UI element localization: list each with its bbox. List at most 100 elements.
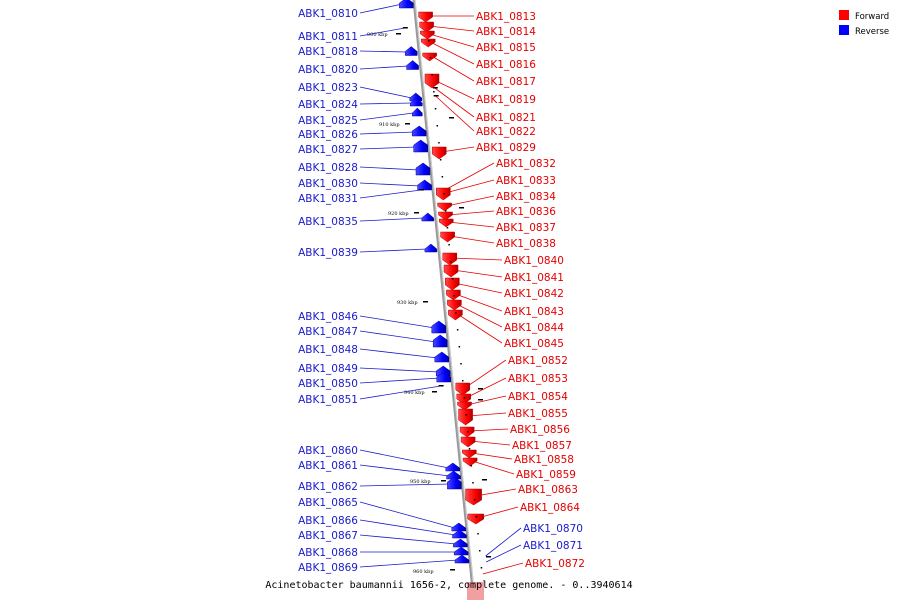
forward-gene-label[interactable]: ABK1_0859 <box>516 469 576 481</box>
forward-gene-label[interactable]: ABK1_0813 <box>476 11 536 23</box>
reverse-gene-label[interactable]: ABK1_0831 <box>298 193 358 205</box>
forward-gene-label[interactable]: ABK1_0836 <box>496 206 556 218</box>
forward-gene-label[interactable]: ABK1_0858 <box>514 454 574 466</box>
reverse-gene-label[interactable]: ABK1_0849 <box>298 363 358 375</box>
forward-gene-arrow[interactable] <box>440 231 455 243</box>
forward-gene-arrow[interactable] <box>446 289 461 301</box>
reverse-gene-arrow[interactable] <box>453 538 468 548</box>
forward-gene-label[interactable]: ABK1_0853 <box>508 373 568 385</box>
reverse-gene-label[interactable]: ABK1_0825 <box>298 115 358 127</box>
reverse-gene-arrow[interactable] <box>415 162 431 176</box>
forward-gene-label[interactable]: ABK1_0821 <box>476 112 536 124</box>
forward-gene-label[interactable]: ABK1_0863 <box>518 484 578 496</box>
reverse-gene-arrow[interactable] <box>410 97 423 107</box>
reverse-gene-label[interactable]: ABK1_0868 <box>298 547 358 559</box>
forward-gene-arrow[interactable] <box>419 21 434 33</box>
forward-gene-label[interactable]: ABK1_0816 <box>476 59 536 71</box>
reverse-gene-arrow[interactable] <box>411 125 427 137</box>
reverse-gene-arrow[interactable] <box>406 60 419 70</box>
forward-gene-arrow[interactable] <box>438 218 454 228</box>
reverse-gene-label[interactable]: ABK1_0865 <box>298 497 358 509</box>
forward-gene-arrow[interactable] <box>447 299 462 311</box>
forward-gene-arrow[interactable] <box>445 277 460 291</box>
forward-gene-label[interactable]: ABK1_0819 <box>476 94 536 106</box>
reverse-gene-arrow[interactable] <box>434 351 450 363</box>
reverse-gene-arrow[interactable] <box>454 554 470 564</box>
reverse-gene-arrow[interactable] <box>421 212 435 222</box>
reverse-gene-label[interactable]: ABK1_0811 <box>298 31 358 43</box>
forward-gene-arrow[interactable] <box>448 309 463 321</box>
forward-gene-arrow[interactable] <box>460 436 476 448</box>
reverse-gene-arrow[interactable] <box>399 0 414 9</box>
reverse-gene-arrow[interactable] <box>431 320 447 334</box>
forward-gene-label[interactable]: ABK1_0843 <box>504 306 564 318</box>
reverse-gene-label[interactable]: ABK1_0867 <box>298 530 358 542</box>
forward-gene-label[interactable]: ABK1_0854 <box>508 391 568 403</box>
forward-gene-label[interactable]: ABK1_0817 <box>476 76 536 88</box>
reverse-gene-label[interactable]: ABK1_0826 <box>298 129 358 141</box>
forward-gene-label[interactable]: ABK1_0872 <box>525 558 585 570</box>
reverse-gene-label[interactable]: ABK1_0861 <box>298 460 358 472</box>
reverse-gene-label[interactable]: ABK1_0820 <box>298 64 358 76</box>
reverse-gene-label[interactable]: ABK1_0870 <box>523 523 583 535</box>
forward-gene-label[interactable]: ABK1_0822 <box>476 126 536 138</box>
reverse-gene-label[interactable]: ABK1_0830 <box>298 178 358 190</box>
forward-gene-arrow[interactable] <box>422 52 437 62</box>
reverse-gene-label[interactable]: ABK1_0866 <box>298 515 358 527</box>
reverse-gene-label[interactable]: ABK1_0839 <box>298 247 358 259</box>
reverse-gene-arrow[interactable] <box>451 522 467 532</box>
reverse-gene-label[interactable]: ABK1_0828 <box>298 162 358 174</box>
reverse-gene-arrow[interactable] <box>446 470 461 480</box>
reverse-gene-label[interactable]: ABK1_0835 <box>298 216 358 228</box>
reverse-gene-label[interactable]: ABK1_0847 <box>298 326 358 338</box>
forward-gene-arrow[interactable] <box>438 211 453 221</box>
forward-gene-label[interactable]: ABK1_0815 <box>476 42 536 54</box>
reverse-gene-label[interactable]: ABK1_0827 <box>298 144 358 156</box>
reverse-gene-label[interactable]: ABK1_0871 <box>523 540 583 552</box>
reverse-gene-label[interactable]: ABK1_0848 <box>298 344 358 356</box>
forward-gene-arrow[interactable] <box>442 252 458 266</box>
reverse-gene-arrow[interactable] <box>404 46 418 56</box>
reverse-gene-label[interactable]: ABK1_0824 <box>298 99 358 111</box>
forward-gene-label[interactable]: ABK1_0842 <box>504 288 564 300</box>
reverse-gene-arrow[interactable] <box>447 476 462 490</box>
reverse-gene-arrow[interactable] <box>417 179 432 191</box>
forward-gene-arrow[interactable] <box>458 408 473 426</box>
reverse-gene-label[interactable]: ABK1_0860 <box>298 445 358 457</box>
forward-gene-label[interactable]: ABK1_0857 <box>512 440 572 452</box>
forward-gene-arrow[interactable] <box>465 488 482 506</box>
reverse-gene-label[interactable]: ABK1_0818 <box>298 46 358 58</box>
forward-gene-label[interactable]: ABK1_0845 <box>504 338 564 350</box>
reverse-gene-arrow[interactable] <box>424 243 438 253</box>
forward-gene-arrow[interactable] <box>437 202 452 212</box>
reverse-gene-arrow[interactable] <box>436 371 452 383</box>
forward-gene-label[interactable]: ABK1_0837 <box>496 222 556 234</box>
forward-gene-label[interactable]: ABK1_0840 <box>504 255 564 267</box>
forward-gene-arrow[interactable] <box>431 146 447 160</box>
forward-gene-arrow[interactable] <box>462 449 477 459</box>
forward-gene-label[interactable]: ABK1_0844 <box>504 322 564 334</box>
forward-gene-label[interactable]: ABK1_0841 <box>504 272 564 284</box>
forward-gene-arrow[interactable] <box>462 457 478 467</box>
forward-gene-label[interactable]: ABK1_0856 <box>510 424 570 436</box>
reverse-gene-label[interactable]: ABK1_0869 <box>298 562 358 574</box>
forward-gene-arrow[interactable] <box>420 30 435 40</box>
forward-gene-arrow[interactable] <box>443 264 459 278</box>
forward-gene-arrow[interactable] <box>424 73 440 89</box>
forward-gene-label[interactable]: ABK1_0855 <box>508 408 568 420</box>
forward-gene-label[interactable]: ABK1_0832 <box>496 158 556 170</box>
reverse-gene-arrow[interactable] <box>412 107 423 117</box>
forward-gene-label[interactable]: ABK1_0829 <box>476 142 536 154</box>
forward-gene-label[interactable]: ABK1_0834 <box>496 191 556 203</box>
forward-gene-arrow[interactable] <box>467 513 485 525</box>
forward-gene-label[interactable]: ABK1_0864 <box>520 502 580 514</box>
reverse-gene-label[interactable]: ABK1_0850 <box>298 378 358 390</box>
forward-gene-arrow[interactable] <box>418 11 433 23</box>
forward-gene-label[interactable]: ABK1_0833 <box>496 175 556 187</box>
reverse-gene-arrow[interactable] <box>413 139 428 153</box>
forward-gene-arrow[interactable] <box>456 393 472 405</box>
reverse-gene-label[interactable]: ABK1_0810 <box>298 8 358 20</box>
reverse-gene-arrow[interactable] <box>432 334 448 348</box>
forward-gene-arrow[interactable] <box>457 401 472 411</box>
reverse-gene-label[interactable]: ABK1_0846 <box>298 311 358 323</box>
